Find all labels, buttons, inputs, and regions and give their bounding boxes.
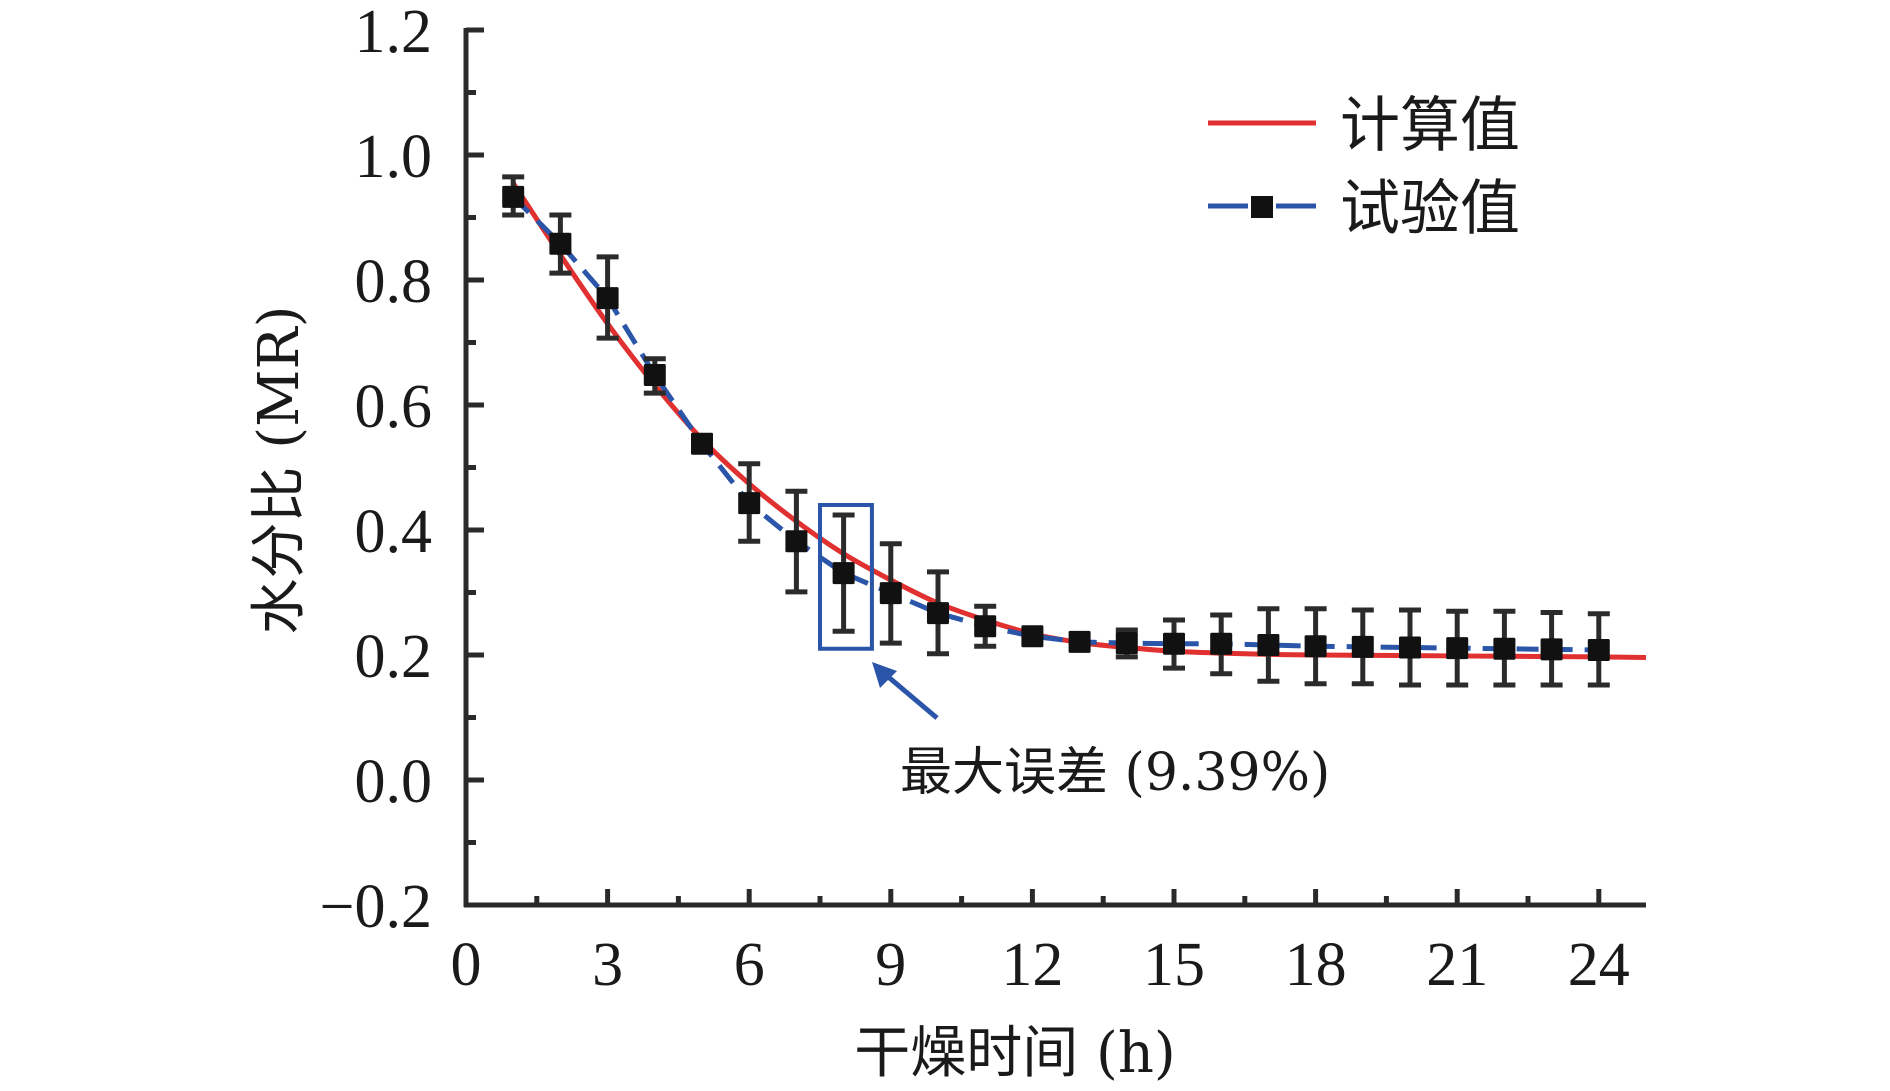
data-point-marker [1257,634,1280,656]
arrow-icon [872,662,897,688]
data-point-marker [1540,638,1563,661]
max-error-annotation: 最大误差 (9.39%) [818,503,1330,803]
y-tick-label: 0.8 [355,248,433,316]
x-tick-label: 12 [1001,931,1063,999]
data-point-marker [1493,637,1516,660]
x-axis-title: 干燥时间 (h) [854,1021,1176,1086]
y-tick-label: 0.0 [355,748,433,816]
max-error-highlight-box [818,503,874,651]
data-point-marker [738,492,761,515]
experimental-series-line [511,195,1599,653]
data-point-marker [596,287,619,310]
x-tick-label: 6 [734,931,765,999]
data-point-marker [785,530,808,553]
plot-area [502,174,1647,688]
data-point-marker [974,615,997,638]
legend-exp-label: 试验值 [1340,174,1520,244]
arrow-icon-shaft [884,673,939,720]
max-error-label: 最大误差 (9.39%) [900,743,1330,803]
legend-calc-label: 计算值 [1340,91,1520,161]
data-point-marker [1446,637,1469,660]
y-tick-label: 0.2 [355,623,433,691]
data-point-marker [879,582,902,605]
data-point-marker [691,432,713,455]
data-point-marker [1115,632,1138,655]
data-point-marker [1399,636,1421,659]
data-point-marker [502,185,525,208]
x-tick-label: 0 [451,931,482,999]
data-point-marker [1304,635,1327,658]
data-point-marker [1210,632,1233,655]
legend-square-marker-icon [1251,196,1273,218]
y-tick-label: 0.6 [355,373,433,441]
axes: −0.2 0.0 0.2 0.4 0.6 0.8 1.0 1.2 0 3 6 9 12 15 18 21 24 [320,0,1646,999]
data-point-marker [1021,625,1044,648]
y-tick-label: −0.2 [320,873,432,941]
data-point-marker [1163,632,1185,655]
x-tick-label: 15 [1143,931,1205,999]
data-point-marker [832,562,855,585]
x-tick-label: 18 [1285,931,1347,999]
x-tick-label: 21 [1426,931,1488,999]
data-point-marker [1587,639,1610,661]
experimental-markers [502,185,1610,661]
data-point-marker [1068,630,1091,653]
legend: 计算值 试验值 [1208,91,1520,244]
x-tick-label: 24 [1568,931,1630,999]
y-tick-label: 0.4 [355,498,433,566]
y-tick-label: 1.2 [355,0,433,66]
y-ticks: −0.2 0.0 0.2 0.4 0.6 0.8 1.0 1.2 [320,0,484,941]
error-bars [502,174,1610,688]
data-point-marker [549,232,572,255]
x-tick-label: 9 [875,931,906,999]
x-tick-label: 3 [592,931,623,999]
data-point-marker [643,364,666,386]
data-point-marker [927,602,949,625]
x-ticks: 0 3 6 9 12 15 18 21 24 [451,889,1630,999]
data-point-marker [1351,635,1374,658]
y-axis-title: 水分比 (MR) [247,306,312,635]
y-tick-label: 1.0 [355,123,433,191]
